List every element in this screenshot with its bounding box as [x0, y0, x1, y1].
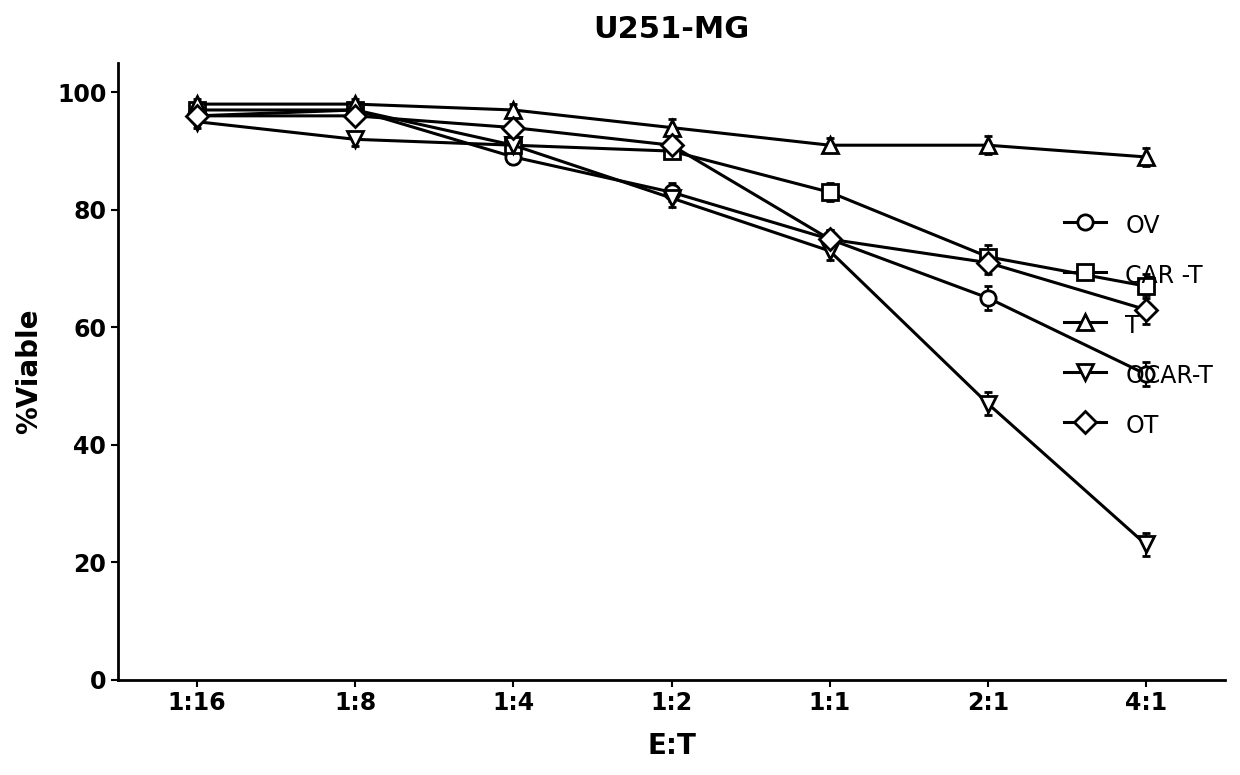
Title: U251-MG: U251-MG — [594, 15, 750, 44]
X-axis label: E:T: E:T — [647, 732, 696, 760]
Y-axis label: %Viable: %Viable — [15, 308, 43, 434]
Legend: OV, CAR -T, T, OCAR-T, OT: OV, CAR -T, T, OCAR-T, OT — [1064, 211, 1213, 439]
